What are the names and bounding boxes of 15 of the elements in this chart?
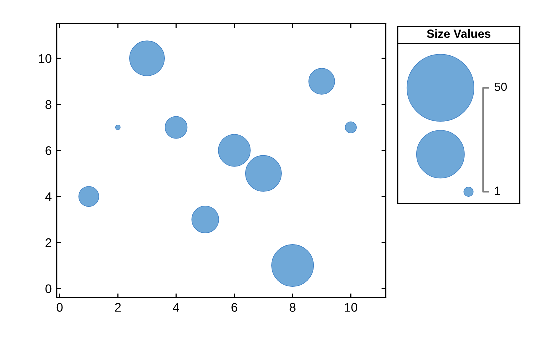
legend-label: 50 [494,82,508,92]
x-tick-label: 2 [115,303,121,312]
legend-label: 1 [495,186,500,196]
legend-title: Size Values [427,29,491,38]
y-tick-label: 6 [46,146,52,156]
x-tick-label: 8 [290,303,296,312]
y-tick-label: 2 [46,238,52,248]
x-tick-label: 4 [173,303,180,312]
y-tick-label: 8 [46,100,52,110]
x-tick-label: 6 [232,303,238,312]
x-tick-label: 10 [345,303,358,312]
y-tick-label: 0 [46,284,52,294]
x-tick-label: 0 [56,303,63,312]
y-tick-label: 10 [39,54,52,64]
y-tick-label: 4 [45,192,52,202]
